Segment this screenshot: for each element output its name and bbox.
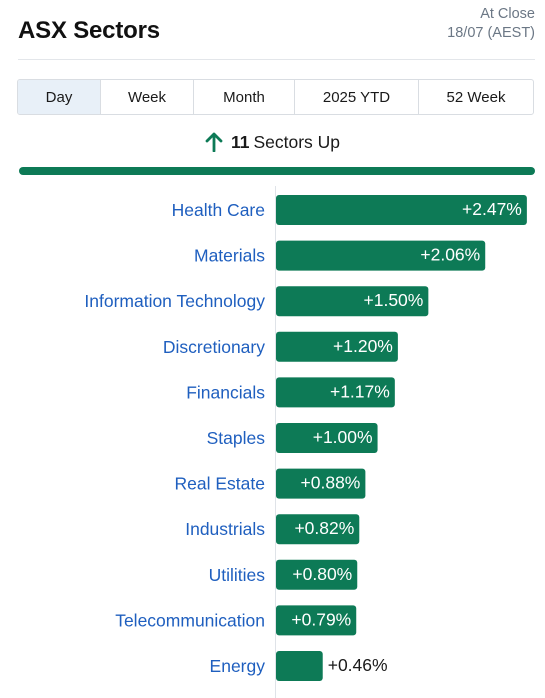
sector-label[interactable]: Discretionary bbox=[163, 337, 265, 357]
value-label: +0.88% bbox=[301, 473, 361, 493]
sectors-up-summary: 11 Sectors Up bbox=[0, 132, 545, 157]
sector-label[interactable]: Real Estate bbox=[175, 474, 265, 494]
sector-label[interactable]: Materials bbox=[194, 246, 265, 266]
market-status-date: 18/07 (AEST) bbox=[447, 25, 535, 41]
sector-row[interactable]: Telecommunication +0.79% bbox=[115, 605, 357, 636]
sector-label[interactable]: Utilities bbox=[209, 565, 266, 585]
sector-row[interactable]: Energy +0.46% bbox=[210, 651, 388, 681]
sector-row[interactable]: Health Care +2.47% bbox=[172, 195, 527, 225]
tab-month[interactable]: Month bbox=[194, 80, 295, 114]
arrow-up-icon bbox=[205, 132, 223, 157]
sector-label[interactable]: Staples bbox=[207, 428, 266, 448]
sector-label[interactable]: Energy bbox=[210, 656, 266, 676]
widget-header: ASX Sectors At Close 18/07 (AEST) bbox=[18, 0, 535, 60]
value-label: +1.17% bbox=[330, 381, 390, 401]
bar bbox=[276, 377, 395, 408]
sector-row[interactable]: Materials +2.06% bbox=[194, 240, 486, 271]
value-label: +0.82% bbox=[294, 518, 354, 538]
sector-row[interactable]: Information Technology +1.50% bbox=[84, 286, 429, 317]
sector-row[interactable]: Financials +1.17% bbox=[186, 377, 395, 408]
bar bbox=[276, 605, 357, 636]
bar bbox=[276, 651, 323, 681]
sectors-up-text: Sectors Up bbox=[253, 132, 341, 152]
sector-label[interactable]: Information Technology bbox=[84, 291, 265, 311]
tab-52-week[interactable]: 52 Week bbox=[446, 88, 506, 106]
value-label: +0.80% bbox=[292, 564, 352, 584]
sector-row[interactable]: Staples +1.00% bbox=[207, 423, 378, 453]
sector-row[interactable]: Utilities +0.80% bbox=[209, 559, 358, 590]
sectors-up-count: 11 bbox=[230, 132, 250, 152]
bar bbox=[276, 286, 429, 317]
tab-2025-ytd[interactable]: 2025 YTD bbox=[295, 80, 419, 114]
tab-week[interactable]: Week bbox=[101, 80, 194, 114]
bar bbox=[276, 240, 486, 271]
bar bbox=[276, 468, 366, 499]
sector-bar-chart: Health Care +2.47% Materials +2.06% Informat… bbox=[0, 186, 545, 698]
value-label: +0.46% bbox=[328, 655, 388, 675]
sector-label[interactable]: Industrials bbox=[185, 519, 265, 539]
market-status: At Close 18/07 (AEST) bbox=[447, 5, 535, 43]
sector-label[interactable]: Financials bbox=[186, 382, 265, 402]
market-status-label: At Close bbox=[480, 6, 535, 22]
value-label: +2.47% bbox=[462, 199, 522, 219]
bar bbox=[276, 514, 360, 545]
value-label: +1.50% bbox=[364, 290, 424, 310]
sector-row[interactable]: Industrials +0.82% bbox=[185, 514, 360, 545]
period-tabs: Day Week Month 2025 YTD 52 Week bbox=[17, 79, 534, 115]
sector-label[interactable]: Health Care bbox=[172, 200, 265, 220]
bar bbox=[276, 195, 527, 225]
value-label: +2.06% bbox=[420, 245, 480, 265]
value-label: +1.20% bbox=[333, 336, 393, 356]
tab-day[interactable]: Day bbox=[18, 80, 101, 114]
sector-row[interactable]: Discretionary +1.20% bbox=[163, 331, 398, 362]
value-label: +0.79% bbox=[291, 609, 351, 629]
bar bbox=[276, 423, 378, 453]
chart-svg: Health Care +2.47% Materials +2.06% Informat… bbox=[84, 186, 527, 698]
sector-row[interactable]: Real Estate +0.88% bbox=[175, 468, 366, 499]
widget-title: ASX Sectors bbox=[18, 17, 160, 44]
sector-label[interactable]: Telecommunication bbox=[115, 610, 265, 630]
advance-decline-bar bbox=[19, 167, 535, 175]
value-label: +1.00% bbox=[313, 427, 373, 447]
bar bbox=[276, 559, 358, 590]
bar bbox=[276, 331, 398, 362]
